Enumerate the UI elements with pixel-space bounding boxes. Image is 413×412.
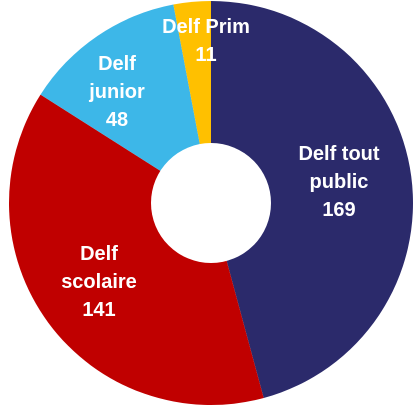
slice-delf-tout-public [211,1,413,399]
slice-delf-scolaire [8,94,264,405]
labels-group: Delf tout public 169 Delf scolaire 141 Delf jun… [61,16,380,321]
slice-label-delf-tout-public: Delf tout public 169 [298,143,379,221]
slice-delf-junior [40,4,212,203]
slice-label-delf-scolaire: Delf scolaire 141 [61,243,137,321]
slices-group [8,1,413,405]
slice-label-delf-junior: Delf junior 48 [88,53,145,131]
slice-label-delf-prim: Delf Prim 11 [162,16,250,66]
donut-hole [151,143,271,263]
